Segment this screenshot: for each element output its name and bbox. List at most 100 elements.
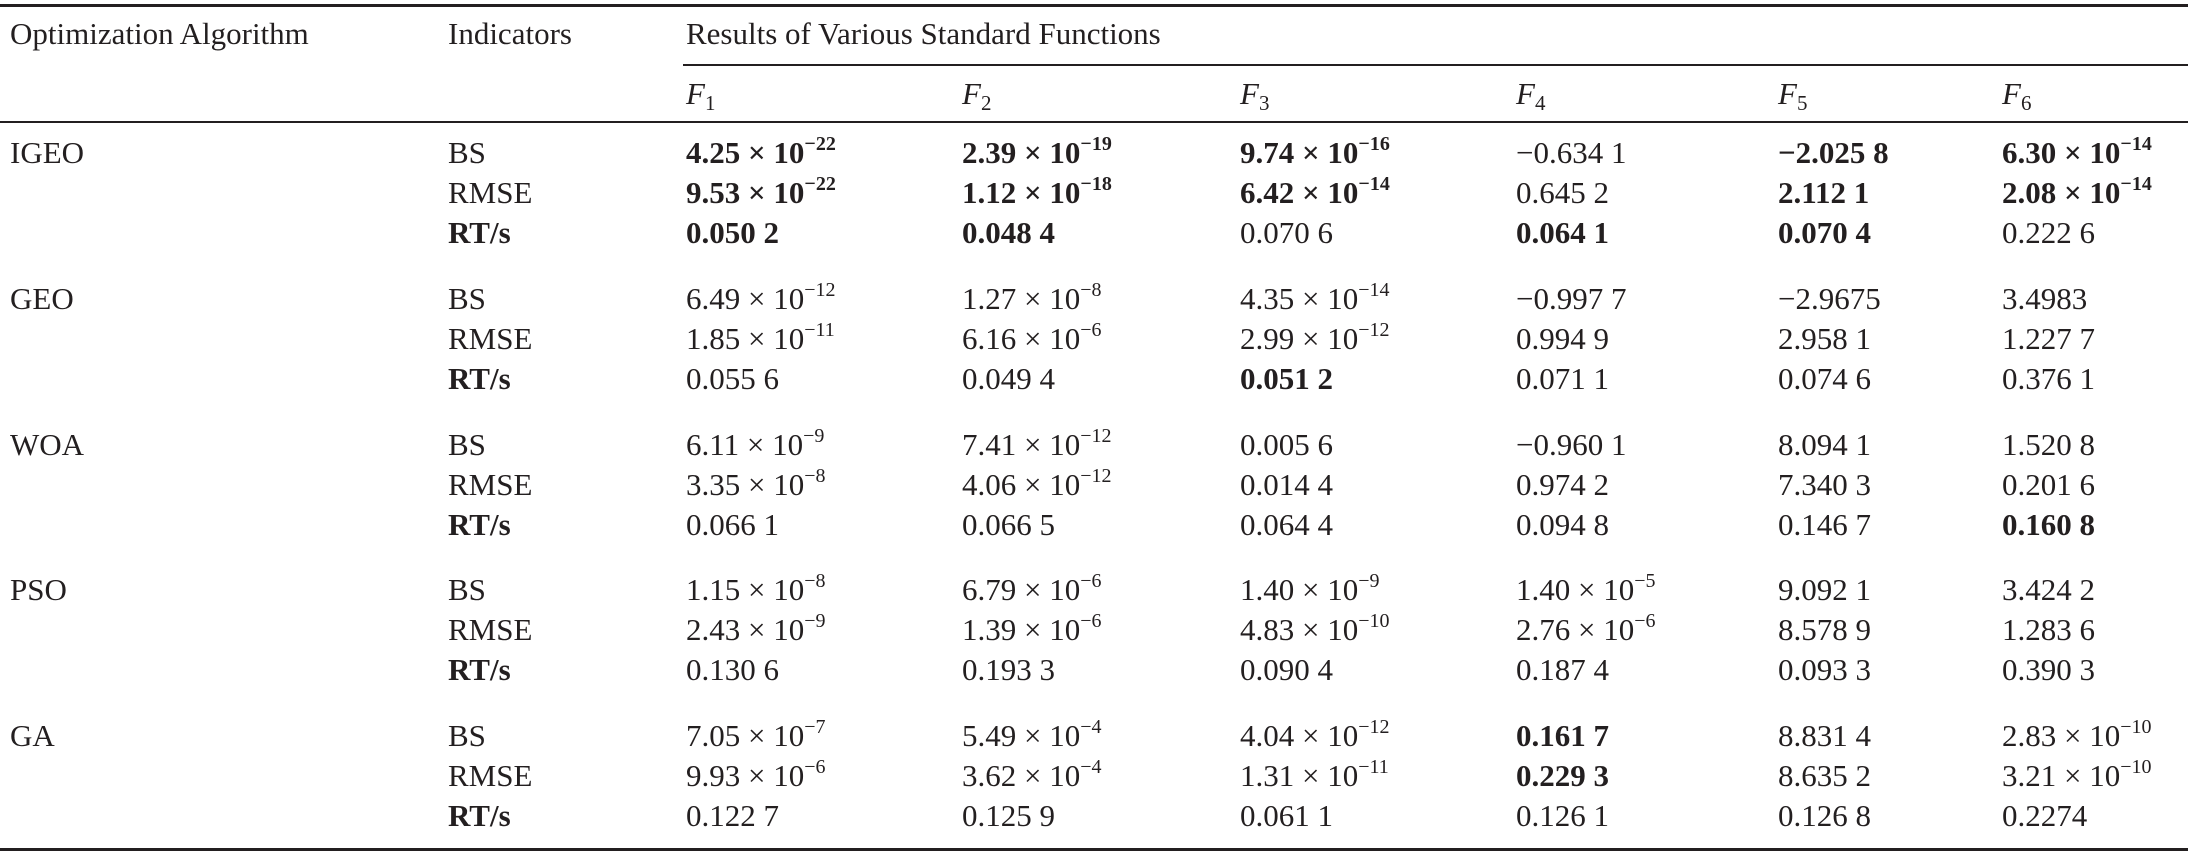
table-cell: 6.30 × 10−14 bbox=[2002, 133, 2152, 170]
table-cell: 0.074 6 bbox=[1778, 361, 1871, 396]
algorithm-name: GEO bbox=[10, 281, 74, 316]
table-cell: 0.066 1 bbox=[686, 507, 779, 542]
table-cell: −2.9675 bbox=[1778, 281, 1881, 316]
table-cell: 1.15 × 10−8 bbox=[686, 570, 826, 607]
table-cell: 0.125 9 bbox=[962, 798, 1055, 833]
function-header-4: F4 bbox=[1516, 76, 1546, 115]
function-header-1: F1 bbox=[686, 76, 716, 115]
table-cell: 2.99 × 10−12 bbox=[1240, 319, 1390, 356]
table-cell: 1.40 × 10−9 bbox=[1240, 570, 1380, 607]
table-cell: 0.049 4 bbox=[962, 361, 1055, 396]
table-cell: 0.070 4 bbox=[1778, 215, 1871, 250]
table-cell: 0.066 5 bbox=[962, 507, 1055, 542]
table-cell: 2.76 × 10−6 bbox=[1516, 610, 1656, 647]
table-cell: 8.635 2 bbox=[1778, 758, 1871, 793]
table-cell: 0.126 1 bbox=[1516, 798, 1609, 833]
function-header-5: F5 bbox=[1778, 76, 1808, 115]
table-cell: 1.12 × 10−18 bbox=[962, 173, 1112, 210]
table-cell: 0.093 3 bbox=[1778, 652, 1871, 687]
table-cell: −2.025 8 bbox=[1778, 135, 1889, 170]
header-indicators: Indicators bbox=[448, 16, 572, 51]
algorithm-name: PSO bbox=[10, 572, 67, 607]
header-algorithm: Optimization Algorithm bbox=[10, 16, 309, 51]
table-cell: 8.831 4 bbox=[1778, 718, 1871, 753]
indicator-label: RMSE bbox=[448, 612, 533, 647]
table-cell: 8.578 9 bbox=[1778, 612, 1871, 647]
table-cell: 0.064 1 bbox=[1516, 215, 1609, 250]
table-cell: 1.27 × 10−8 bbox=[962, 279, 1102, 316]
table-cell: 0.094 8 bbox=[1516, 507, 1609, 542]
table-cell: 0.071 1 bbox=[1516, 361, 1609, 396]
indicator-label: RMSE bbox=[448, 175, 533, 210]
indicator-label: BS bbox=[448, 281, 486, 316]
indicator-label: RT/s bbox=[448, 652, 511, 687]
table-cell: 7.41 × 10−12 bbox=[962, 425, 1112, 462]
table-cell: 6.16 × 10−6 bbox=[962, 319, 1102, 356]
table-cell: 0.061 1 bbox=[1240, 798, 1333, 833]
function-header-3: F3 bbox=[1240, 76, 1270, 115]
table-cell: 0.974 2 bbox=[1516, 467, 1609, 502]
table-cell: 0.014 4 bbox=[1240, 467, 1333, 502]
table-cell: 1.31 × 10−11 bbox=[1240, 756, 1389, 793]
table-cell: −0.960 1 bbox=[1516, 427, 1627, 462]
table-cell: 4.25 × 10−22 bbox=[686, 133, 836, 170]
indicator-label: RT/s bbox=[448, 215, 511, 250]
table-cell: 0.122 7 bbox=[686, 798, 779, 833]
table-cell: 0.090 4 bbox=[1240, 652, 1333, 687]
table-cell: 6.49 × 10−12 bbox=[686, 279, 836, 316]
table-cell: −0.634 1 bbox=[1516, 135, 1627, 170]
table-cell: −0.997 7 bbox=[1516, 281, 1627, 316]
indicator-label: BS bbox=[448, 572, 486, 607]
header-rule bbox=[0, 121, 2188, 123]
table-cell: 1.283 6 bbox=[2002, 612, 2095, 647]
table-cell: 0.2274 bbox=[2002, 798, 2088, 833]
table-cell: 1.85 × 10−11 bbox=[686, 319, 835, 356]
table-cell: 1.227 7 bbox=[2002, 321, 2095, 356]
table-cell: 0.645 2 bbox=[1516, 175, 1609, 210]
table-cell: 4.04 × 10−12 bbox=[1240, 716, 1390, 753]
table-cell: 0.161 7 bbox=[1516, 718, 1609, 753]
table-cell: 0.064 4 bbox=[1240, 507, 1333, 542]
table-cell: 3.35 × 10−8 bbox=[686, 465, 826, 502]
table-cell: 1.520 8 bbox=[2002, 427, 2095, 462]
table-cell: 0.126 8 bbox=[1778, 798, 1871, 833]
table-cell: 0.201 6 bbox=[2002, 467, 2095, 502]
table-cell: 3.62 × 10−4 bbox=[962, 756, 1102, 793]
top-rule bbox=[0, 4, 2188, 7]
table-cell: 2.83 × 10−10 bbox=[2002, 716, 2152, 753]
table-cell: 6.11 × 10−9 bbox=[686, 425, 825, 462]
table-cell: 0.130 6 bbox=[686, 652, 779, 687]
table-cell: 6.42 × 10−14 bbox=[1240, 173, 1390, 210]
table-cell: 0.994 9 bbox=[1516, 321, 1609, 356]
table-cell: 0.048 4 bbox=[962, 215, 1055, 250]
table-cell: 2.43 × 10−9 bbox=[686, 610, 826, 647]
algorithm-name: GA bbox=[10, 718, 55, 753]
table-cell: 9.74 × 10−16 bbox=[1240, 133, 1390, 170]
table-cell: 2.112 1 bbox=[1778, 175, 1870, 210]
table-cell: 0.055 6 bbox=[686, 361, 779, 396]
table-cell: 7.05 × 10−7 bbox=[686, 716, 826, 753]
indicator-label: BS bbox=[448, 427, 486, 462]
table-cell: 2.39 × 10−19 bbox=[962, 133, 1112, 170]
table-cell: 3.424 2 bbox=[2002, 572, 2095, 607]
table-cell: 0.160 8 bbox=[2002, 507, 2095, 542]
table-cell: 4.35 × 10−14 bbox=[1240, 279, 1390, 316]
function-header-6: F6 bbox=[2002, 76, 2032, 115]
table-cell: 4.06 × 10−12 bbox=[962, 465, 1112, 502]
table-cell: 2.958 1 bbox=[1778, 321, 1871, 356]
table-cell: 0.376 1 bbox=[2002, 361, 2095, 396]
indicator-label: RMSE bbox=[448, 467, 533, 502]
indicator-label: RMSE bbox=[448, 758, 533, 793]
table-cell: 9.53 × 10−22 bbox=[686, 173, 836, 210]
indicator-label: RT/s bbox=[448, 507, 511, 542]
indicator-label: RT/s bbox=[448, 798, 511, 833]
spanner-rule bbox=[683, 64, 2188, 66]
algorithm-name: IGEO bbox=[10, 135, 85, 170]
indicator-label: BS bbox=[448, 718, 486, 753]
bottom-rule bbox=[0, 848, 2188, 851]
table-cell: 2.08 × 10−14 bbox=[2002, 173, 2152, 210]
indicator-label: BS bbox=[448, 135, 486, 170]
table-cell: 3.21 × 10−10 bbox=[2002, 756, 2152, 793]
header-results: Results of Various Standard Functions bbox=[686, 16, 1161, 51]
table-cell: 6.79 × 10−6 bbox=[962, 570, 1102, 607]
